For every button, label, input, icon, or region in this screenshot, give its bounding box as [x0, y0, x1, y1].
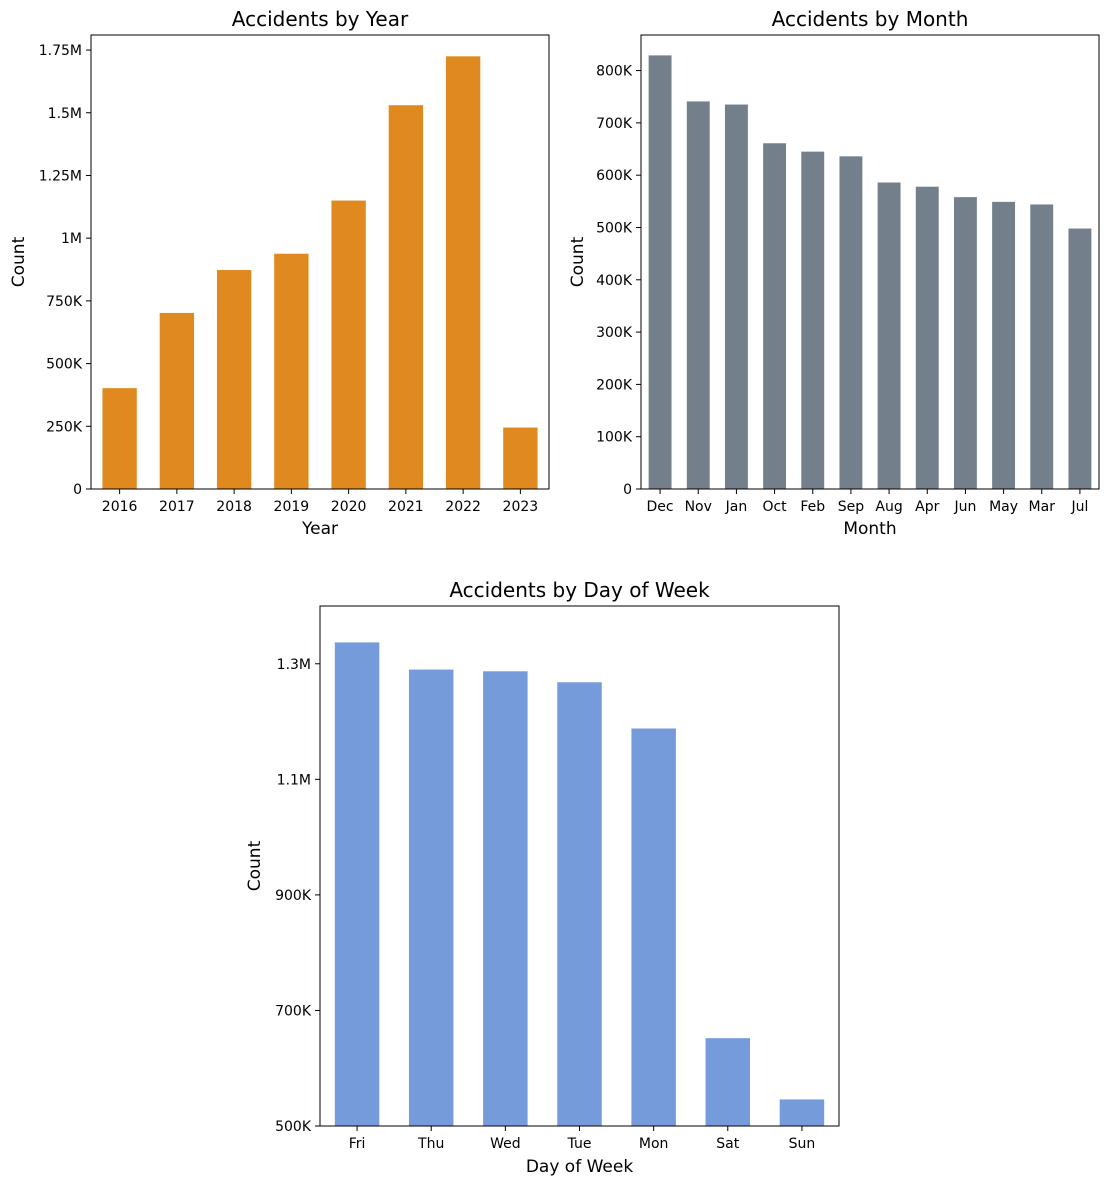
month-bar-Aug	[877, 182, 901, 489]
month-xtick-label: Nov	[685, 499, 712, 515]
month-bar-May	[992, 201, 1016, 489]
day-ytick-label: 700K	[275, 1003, 312, 1019]
year-xtick-label: 2021	[388, 499, 424, 515]
month-chart-title: Accidents by Month	[772, 7, 969, 31]
month-y-axis-label: Count	[568, 236, 588, 287]
year-xtick-label: 2018	[216, 499, 252, 515]
year-xtick-label: 2022	[445, 499, 481, 515]
year-xtick-label: 2016	[102, 499, 138, 515]
day-bar-Wed	[483, 671, 528, 1126]
month-ytick-label: 300K	[596, 325, 633, 341]
day-xtick-label: Wed	[490, 1136, 521, 1152]
month-xtick-label: Sep	[838, 499, 865, 515]
year-bar-2023	[503, 427, 538, 489]
day-xtick-label: Sat	[716, 1136, 739, 1152]
month-xtick-label: May	[989, 499, 1018, 515]
year-bar-2020	[331, 200, 366, 490]
month-xtick-label: Feb	[800, 499, 825, 515]
month-bar-Feb	[801, 151, 825, 489]
day-ytick-label: 500K	[275, 1119, 312, 1135]
month-ytick-label: 100K	[596, 430, 633, 446]
year-bar-2018	[216, 270, 252, 489]
year-ytick-label: 1.25M	[39, 168, 82, 184]
year-ytick-label: 750K	[46, 294, 83, 310]
day-y-axis-label: Count	[245, 840, 265, 891]
year-ytick-label: 500K	[46, 357, 83, 373]
day-bar-Thu	[408, 669, 454, 1126]
year-bar-2017	[159, 312, 195, 489]
day-bar-Fri	[334, 642, 380, 1126]
month-bar-Jun	[953, 197, 977, 489]
year-ytick-label: 1M	[61, 231, 82, 247]
day-x-axis-label: Day of Week	[526, 1157, 633, 1177]
month-xtick-label: Jun	[953, 499, 976, 515]
month-xtick-label: Aug	[875, 499, 902, 515]
month-bar-Apr	[915, 186, 939, 489]
year-y-axis-label: Count	[9, 236, 29, 287]
month-xtick-label: Mar	[1029, 499, 1056, 515]
year-xtick-label: 2017	[159, 499, 195, 515]
year-ytick-label: 0	[73, 482, 82, 498]
month-ytick-label: 400K	[596, 273, 633, 289]
month-xtick-label: Oct	[762, 499, 787, 515]
month-xtick-label: Apr	[915, 499, 939, 515]
month-ytick-label: 700K	[596, 116, 633, 132]
day-ytick-label: 1.1M	[277, 772, 311, 788]
year-chart-title: Accidents by Year	[232, 7, 409, 31]
month-xtick-label: Jan	[725, 499, 748, 515]
month-bar-Nov	[686, 101, 710, 490]
day-bar-Mon	[631, 728, 676, 1126]
day-bar-Tue	[557, 682, 602, 1126]
year-ytick-label: 250K	[46, 419, 83, 435]
year-ytick-label: 1.75M	[39, 43, 82, 59]
day-bar-Sun	[779, 1099, 825, 1126]
year-xtick-label: 2023	[503, 499, 539, 515]
year-bar-2021	[388, 105, 424, 489]
month-bar-Jul	[1068, 228, 1092, 489]
day-chart-title: Accidents by Day of Week	[449, 578, 710, 602]
day-xtick-label: Fri	[349, 1136, 366, 1152]
day-ytick-label: 900K	[275, 888, 312, 904]
month-ytick-label: 800K	[596, 64, 633, 80]
month-ytick-label: 200K	[596, 377, 633, 393]
month-xtick-label: Jul	[1070, 499, 1088, 515]
year-x-axis-label: Year	[301, 519, 338, 539]
day-xtick-label: Tue	[567, 1136, 592, 1152]
year-xtick-label: 2019	[274, 499, 310, 515]
year-bar-2022	[445, 56, 481, 489]
year-bar-2019	[274, 253, 309, 489]
month-xtick-label: Dec	[647, 499, 674, 515]
year-ytick-label: 1.5M	[48, 106, 82, 122]
month-ytick-label: 500K	[596, 220, 633, 236]
day-xtick-label: Thu	[417, 1136, 444, 1152]
month-x-axis-label: Month	[843, 519, 896, 539]
month-bar-Oct	[763, 143, 787, 489]
month-bar-Dec	[648, 55, 672, 490]
year-plot-frame	[90, 34, 550, 490]
day-xtick-label: Sun	[789, 1136, 816, 1152]
day-bar-Sat	[705, 1038, 751, 1126]
year-xtick-label: 2020	[331, 499, 367, 515]
month-bar-Jan	[724, 104, 748, 489]
month-bar-Sep	[839, 156, 863, 489]
month-ytick-label: 600K	[596, 168, 633, 184]
month-bar-Mar	[1030, 204, 1054, 489]
day-xtick-label: Mon	[639, 1136, 669, 1152]
year-bar-2016	[102, 388, 137, 489]
month-ytick-label: 0	[623, 482, 632, 498]
day-ytick-label: 1.3M	[277, 657, 311, 673]
month-plot-frame	[640, 34, 1100, 490]
month-chart: Dec Nov Jan Oct Feb Sep Aug Apr Jun May Mar Jul 0 100…	[568, 7, 1100, 539]
year-chart: 2016 2017 2018 2019 2020 2021 2022 2023 0 250K 500…	[9, 7, 550, 539]
day-chart: Fri Thu Wed Tue Mon Sat Sun 500K 700K 900K 1.1M 1.3…	[245, 578, 840, 1177]
